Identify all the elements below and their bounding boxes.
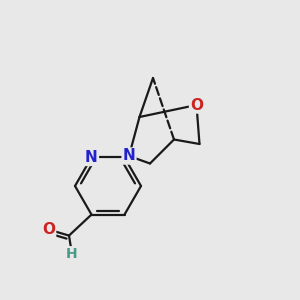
Text: N: N [85,150,98,165]
Text: O: O [42,222,55,237]
Text: H: H [66,247,78,261]
Text: O: O [190,98,203,112]
Text: N: N [123,148,135,164]
